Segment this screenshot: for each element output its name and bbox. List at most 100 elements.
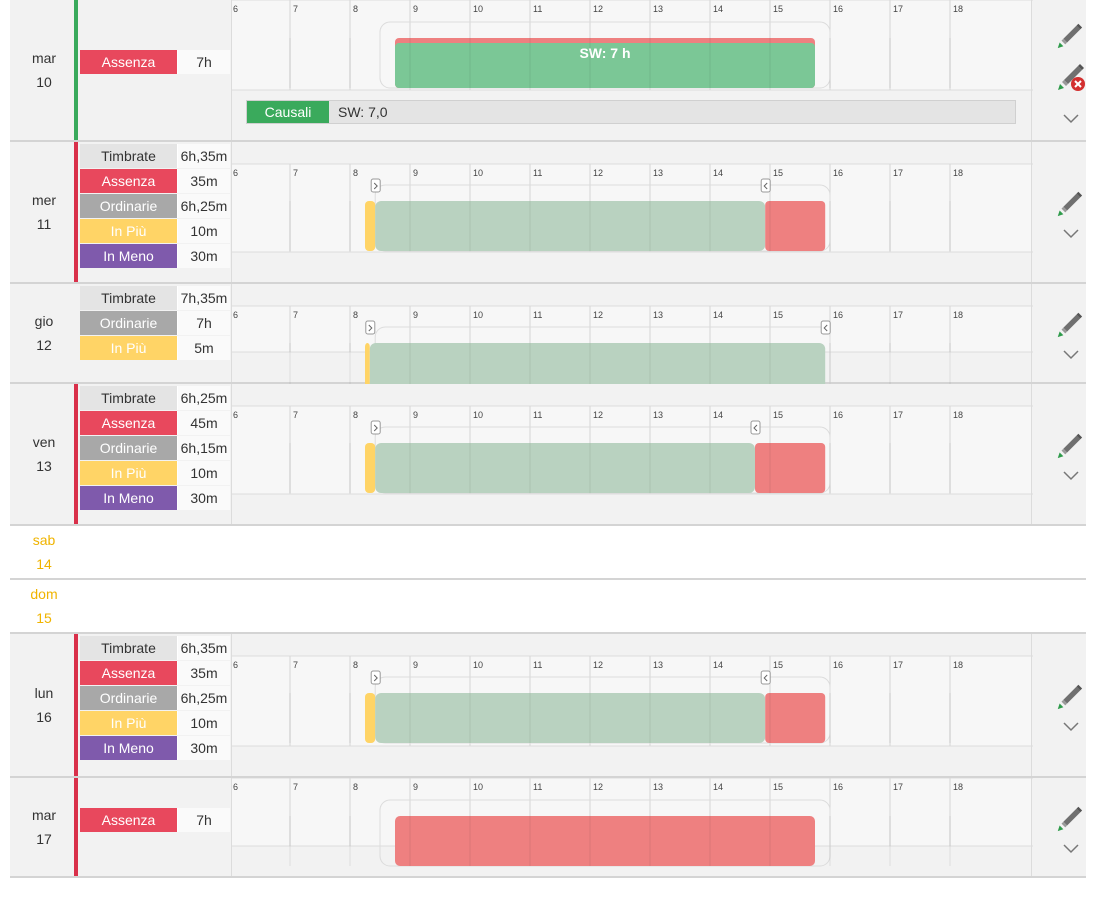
segment-ordinarie[interactable] [375,693,766,743]
punch-out-marker[interactable] [750,420,761,435]
hour-tick-label: 10 [473,310,483,320]
absence-bar[interactable] [395,816,815,866]
hour-tick-label: 9 [413,168,418,178]
hour-tick-label: 8 [353,660,358,670]
pencil-icon[interactable] [1054,803,1084,833]
summary-value: 6h,25m [177,686,230,710]
hour-tick-label: 15 [773,168,783,178]
punch-arrow-icon [753,424,758,432]
day-timeline[interactable]: 6 7 8 9 10 11 12 13 14 15 16 17 18 SW: 7 h Causali SW: … [231,0,1033,140]
day-label: mer 11 [10,142,78,282]
hour-tick-label: 8 [353,4,358,14]
pencil-icon[interactable] [1054,20,1084,50]
punch-arrow-icon [823,324,828,332]
hour-tick-label: 10 [473,660,483,670]
segment-inpiu[interactable] [365,693,376,743]
punch-in-marker[interactable] [370,670,381,685]
hour-tick-label: 15 [773,4,783,14]
summary-row-ordinarie: Ordinarie 6h,25m [80,194,230,218]
chevron-down-icon[interactable] [1062,112,1080,124]
weekday: dom [30,586,58,602]
segment-inpiu[interactable] [365,443,376,493]
punch-out-marker[interactable] [760,178,771,193]
segment-inpiu[interactable] [365,201,376,251]
day-timeline[interactable]: 6 7 8 9 10 11 12 13 14 15 16 17 18 [231,634,1033,776]
row-actions [1034,778,1086,876]
status-stripe [74,634,78,776]
pencil-icon[interactable] [1054,681,1084,711]
segment-assenza[interactable] [765,693,826,743]
segment-assenza[interactable] [765,201,826,251]
smart-working-bar[interactable] [395,43,815,88]
summary-value: 45m [177,411,230,435]
summary-value: 6h,25m [177,194,230,218]
hour-tick-label: 13 [653,310,663,320]
causali-bar[interactable]: Causali SW: 7,0 [246,100,1016,124]
summary-row-inpiu: In Più 10m [80,461,230,485]
summary-label: Ordinarie [80,436,177,460]
hour-tick-label: 17 [893,168,903,178]
segment-inpiu[interactable] [365,343,370,384]
day-number: 16 [36,709,52,725]
chevron-down-icon[interactable] [1062,842,1080,854]
summary-row-ordinarie: Ordinarie 6h,15m [80,436,230,460]
pencil-icon[interactable] [1054,430,1084,460]
chevron-down-icon[interactable] [1062,227,1080,239]
hour-tick-label: 9 [413,310,418,320]
hour-tick-label: 15 [773,310,783,320]
punch-arrow-icon [373,424,378,432]
hour-tick-label: 12 [593,310,603,320]
punch-in-marker[interactable] [365,320,376,335]
summary-row-timbrate: Timbrate 6h,25m [80,386,230,410]
hour-tick-label: 11 [533,660,542,670]
summary-label: Ordinarie [80,686,177,710]
summary-row-assenza: Assenza 7h [80,50,230,74]
segment-ordinarie[interactable] [369,343,826,384]
punch-out-marker[interactable] [820,320,831,335]
day-number: 10 [36,74,52,90]
punch-arrow-icon [763,674,768,682]
hour-tick-label: 11 [533,782,542,792]
pencil-delete-icon[interactable] [1054,60,1086,92]
day-summary: Timbrate 6h,35m Assenza 35m Ordinarie 6h,25m I… [80,144,230,269]
summary-row-inpiu: In Più 10m [80,219,230,243]
row-actions [1034,284,1086,382]
day-timeline[interactable]: 6 7 8 9 10 11 12 13 14 15 16 17 18 [231,142,1033,282]
summary-label: Timbrate [80,286,177,310]
day-timeline[interactable]: 6 7 8 9 10 11 12 13 14 15 16 17 18 [231,284,1033,384]
hour-tick-label: 18 [953,310,963,320]
hour-tick-label: 17 [893,782,903,792]
row-actions [1034,384,1086,524]
chevron-down-icon[interactable] [1062,720,1080,732]
punch-arrow-icon [373,674,378,682]
chevron-down-icon[interactable] [1062,348,1080,360]
timeline-chart: 6 7 8 9 10 11 12 13 14 15 16 17 18 [232,405,1033,495]
hour-tick-label: 16 [833,168,843,178]
hour-tick-label: 9 [413,4,418,14]
day-row-gio12: gio 12 Timbrate 7h,35m Ordinarie 7h In Più 5m 6 7… [10,284,1086,384]
day-row-dom15: dom 15 [10,580,1086,634]
summary-value: 35m [177,169,230,193]
segment-ordinarie[interactable] [375,201,766,251]
day-timeline[interactable]: 6 7 8 9 10 11 12 13 14 15 16 17 18 [231,384,1033,524]
punch-in-marker[interactable] [370,420,381,435]
day-summary: Assenza 7h [80,50,230,75]
hour-tick-label: 7 [293,660,298,670]
segment-assenza[interactable] [755,443,826,493]
pencil-icon[interactable] [1054,309,1084,339]
summary-label: Ordinarie [80,311,177,335]
hour-tick-label: 8 [353,168,358,178]
summary-value: 10m [177,461,230,485]
summary-row-assenza: Assenza 35m [80,661,230,685]
summary-value: 7h [177,808,230,832]
punch-out-marker[interactable] [760,670,771,685]
chevron-down-icon[interactable] [1062,469,1080,481]
punch-in-marker[interactable] [370,178,381,193]
summary-row-inpiu: In Più 10m [80,711,230,735]
pencil-icon[interactable] [1054,188,1084,218]
day-timeline[interactable]: 6 7 8 9 10 11 12 13 14 15 16 17 18 [231,778,1033,876]
hour-tick-label: 14 [713,660,723,670]
segment-ordinarie[interactable] [375,443,755,493]
causali-value: SW: 7,0 [338,104,388,120]
hour-tick-label: 11 [533,168,542,178]
